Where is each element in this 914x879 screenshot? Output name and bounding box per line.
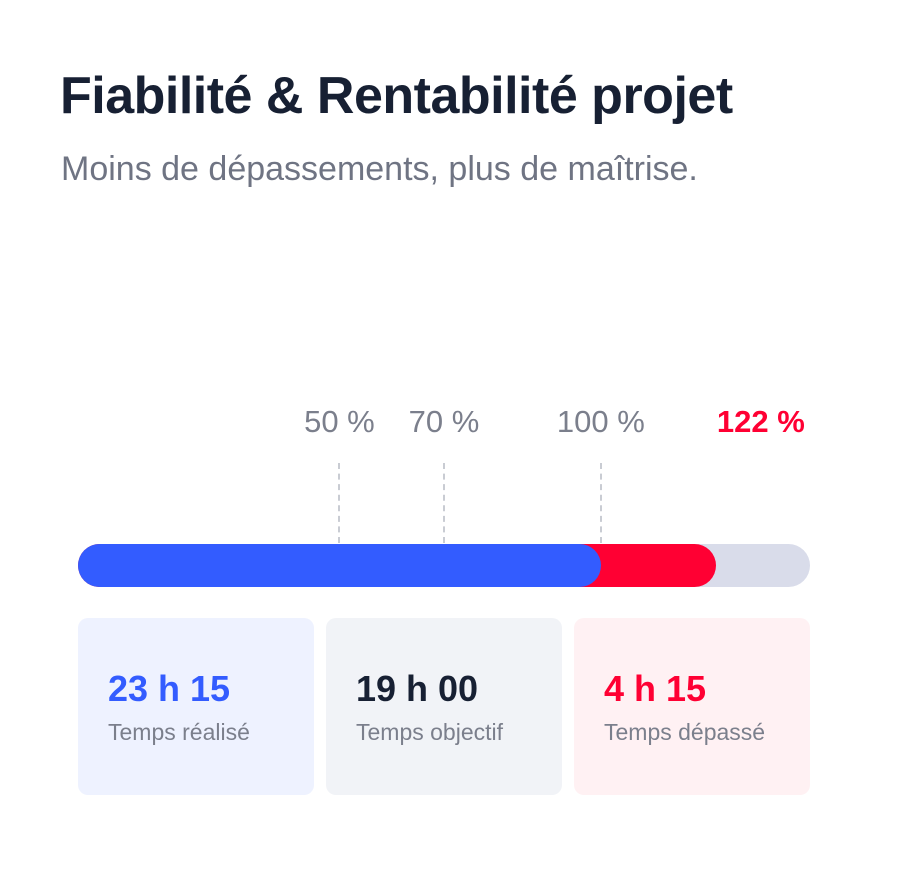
tick-label-100: 100 % [556, 404, 645, 439]
stat-value-time-target: 19 h 00 [356, 668, 479, 709]
progress-track [78, 544, 810, 587]
tick-label-50: 50 % [304, 404, 375, 439]
tick-label-70: 70 % [408, 404, 480, 439]
page-title: Fiabilité & Rentabilité projet [60, 67, 733, 125]
stat-label-time-done: Temps réalisé [108, 719, 250, 745]
current-percent-label: 122 % [716, 404, 805, 439]
stat-card-time-over: 4 h 15 Temps dépassé [574, 618, 810, 795]
stat-value-time-over: 4 h 15 [604, 668, 707, 709]
tick-marker-70 [443, 463, 445, 543]
stat-card-time-target: 19 h 00 Temps objectif [326, 618, 562, 795]
tick-marker-50 [338, 463, 341, 543]
page-subtitle: Moins de dépassements, plus de maîtrise. [61, 150, 698, 188]
stat-card-time-done: 23 h 15 Temps réalisé [78, 618, 314, 795]
progress-fill-completed [78, 544, 601, 587]
stat-label-time-over: Temps dépassé [604, 719, 766, 745]
tick-marker-100 [599, 463, 602, 543]
stat-label-time-target: Temps objectif [356, 719, 504, 745]
stat-value-time-done: 23 h 15 [108, 668, 231, 709]
